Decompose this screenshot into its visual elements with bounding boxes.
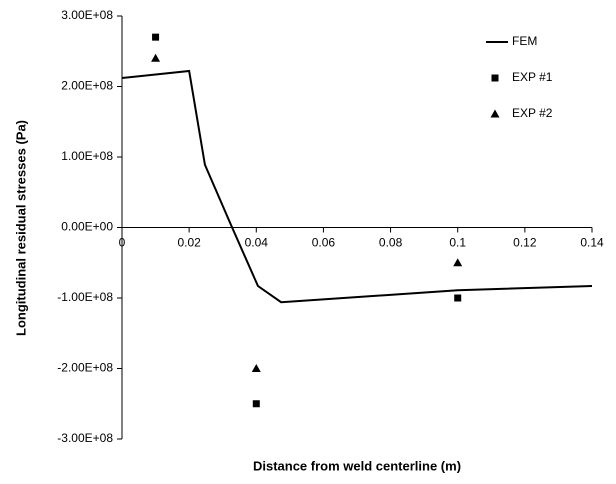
y-tick-label: -3.00E+08: [57, 431, 113, 445]
triangle-marker: [151, 53, 161, 62]
y-tick-label: -2.00E+08: [57, 361, 113, 375]
y-tick-label: -1.00E+08: [57, 290, 113, 304]
square-marker: [454, 294, 462, 302]
x-tick-label: 0.02: [177, 236, 201, 250]
legend-label: FEM: [512, 34, 537, 48]
x-tick-label: 0.1: [449, 236, 466, 250]
legend-label: EXP #1: [512, 70, 553, 84]
square-marker: [252, 400, 260, 408]
y-tick-label: 2.00E+08: [61, 79, 113, 93]
fem-line: [121, 69, 593, 304]
triangle-marker: [490, 109, 500, 118]
x-tick-label: 0.08: [379, 236, 403, 250]
square-marker: [491, 74, 499, 82]
y-tick-label: 0.00E+00: [61, 220, 113, 234]
x-tick-label: 0.12: [513, 236, 537, 250]
triangle-marker: [251, 364, 261, 372]
x-tick-label: 0.14: [580, 236, 604, 250]
x-axis-label: Distance from weld centerline (m): [253, 458, 461, 473]
x-tick-label: 0.06: [312, 236, 336, 250]
x-tick-label: 0: [119, 236, 126, 250]
x-tick-label: 0.04: [245, 236, 269, 250]
y-tick-label: 1.00E+08: [61, 149, 113, 163]
y-tick-label: 3.00E+08: [61, 8, 113, 22]
legend-label: EXP #2: [512, 106, 553, 120]
square-marker: [152, 33, 160, 41]
y-axis-label: Longitudinal residual stresses (Pa): [13, 120, 28, 336]
triangle-marker: [453, 258, 463, 267]
